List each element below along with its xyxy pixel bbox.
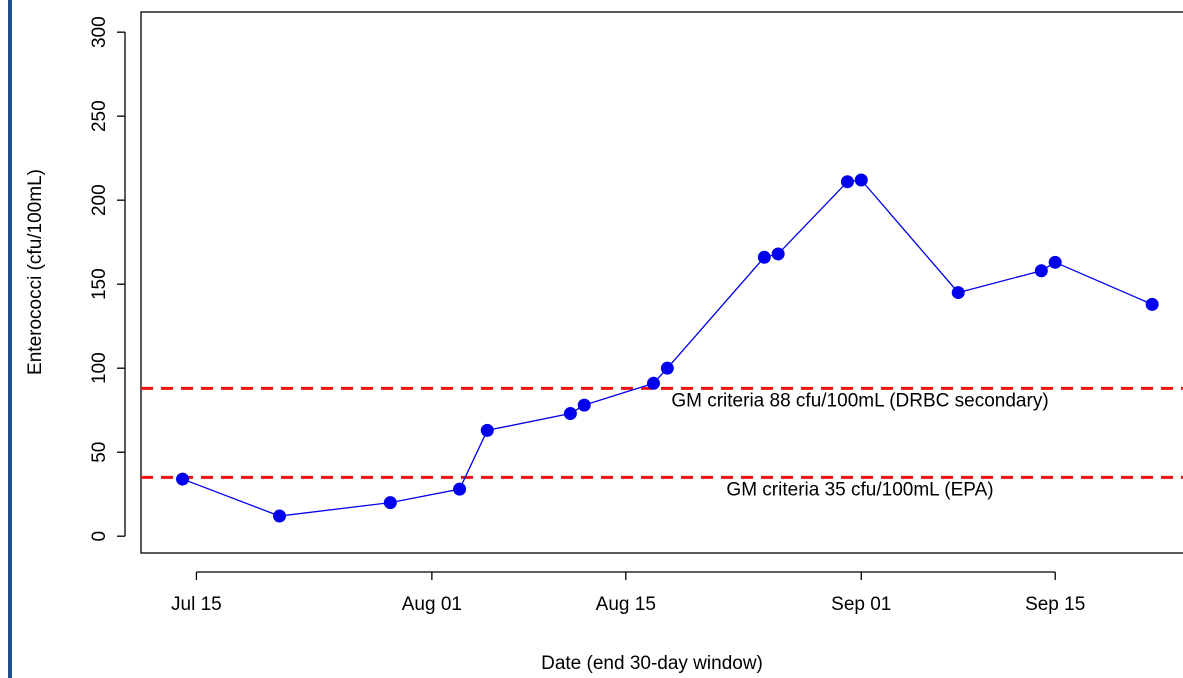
data-point [771, 247, 785, 261]
plot-box [140, 11, 1183, 554]
x-tick-label: Aug 15 [596, 594, 656, 615]
x-tick-label: Sep 01 [831, 594, 891, 615]
y-tick-label: 300 [89, 16, 110, 48]
reference-label: GM criteria 88 cfu/100mL (DRBC secondary… [671, 390, 1048, 411]
data-point [176, 472, 190, 486]
x-axis-label: Date (end 30-day window) [541, 653, 763, 674]
data-point [273, 509, 287, 523]
data-point [383, 496, 397, 510]
left-border [8, 0, 12, 678]
data-point [1034, 264, 1048, 278]
x-tick-label: Aug 01 [402, 594, 462, 615]
x-tick-label: Sep 15 [1025, 594, 1085, 615]
data-point [951, 286, 965, 300]
data-point [660, 361, 674, 375]
data-point [1145, 297, 1159, 311]
data-point [1048, 255, 1062, 269]
data-point [647, 376, 660, 390]
data-point [563, 407, 577, 421]
y-tick-label: 200 [89, 184, 110, 216]
y-tick-label: 250 [89, 100, 110, 132]
y-axis-label: Enterococci (cfu/100mL) [25, 169, 46, 375]
y-tick-label: 100 [89, 352, 110, 384]
y-tick-label: 150 [89, 268, 110, 300]
y-tick-label: 0 [89, 531, 110, 542]
data-point [577, 398, 591, 412]
data-point [854, 173, 868, 187]
x-tick-label: Jul 15 [171, 594, 222, 615]
reference-label: GM criteria 35 cfu/100mL (EPA) [726, 479, 993, 500]
data-point [480, 423, 494, 437]
data-point [453, 482, 467, 496]
series-line [182, 179, 1153, 517]
y-tick-label: 50 [89, 442, 110, 463]
data-point [840, 175, 854, 189]
data-point [757, 250, 771, 264]
